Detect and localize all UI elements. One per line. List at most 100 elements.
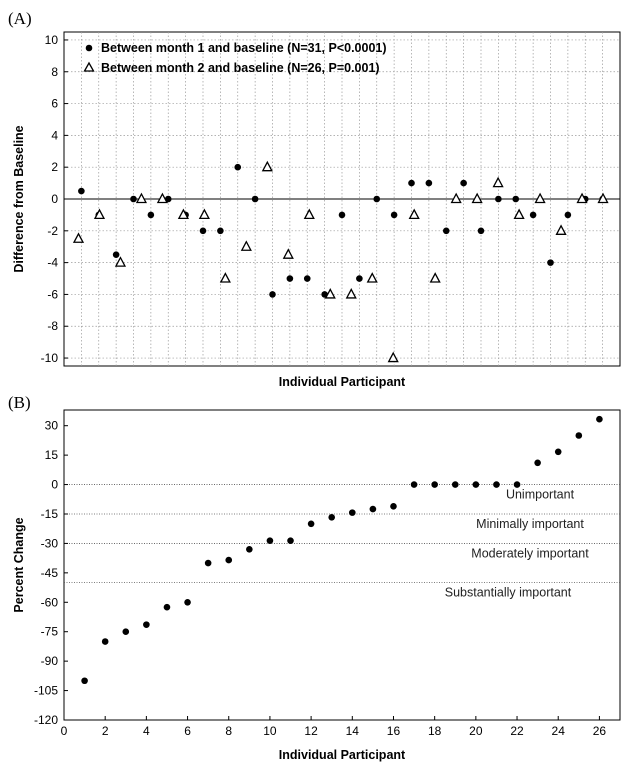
legend-label-month2: Between month 2 and baseline (N=26, P=0.…: [101, 61, 380, 75]
panel-a-y-tick-label: 2: [51, 160, 58, 174]
month2-data-point: [387, 351, 399, 363]
panel-a-gridlines: [64, 32, 620, 366]
panel-b-chart: Unimportant Minimally important Moderately…: [12, 409, 621, 762]
month1-data-point: [217, 227, 224, 235]
month2-data-point: [408, 208, 420, 220]
panel-b-y-tick-label: 0: [51, 478, 58, 492]
panel-a-y-tick-label: 10: [45, 33, 59, 47]
panel-b-y-tick-label: 30: [45, 419, 59, 433]
percent-change-data-point: [513, 481, 521, 488]
panel-a-y-axis-title: Difference from Baseline: [12, 125, 26, 272]
month1-data-point: [338, 211, 346, 219]
legend-label-month1: Between month 1 and baseline (N=31, P<0.…: [101, 41, 387, 55]
panel-b-plot-frame: [63, 409, 621, 721]
percent-change-data-point: [328, 514, 336, 521]
legend-marker-month1: [85, 44, 93, 52]
panel-b-y-tick-label: -105: [34, 684, 58, 698]
month2-data-point: [114, 256, 127, 267]
month1-data-point: [564, 211, 572, 219]
month2-data-point: [597, 192, 609, 204]
panel-a-y-tick-label: -4: [47, 256, 58, 270]
month2-data-point: [93, 208, 106, 220]
panel-b-x-tick-label: 26: [593, 724, 607, 738]
panel-a-data-marks: [72, 160, 609, 363]
month2-data-point: [282, 248, 294, 259]
panel-b-x-tick-label: 6: [184, 724, 191, 738]
panel-a-y-tick-label: 6: [51, 97, 58, 111]
panel-b-y-tick-label: -60: [41, 595, 59, 609]
month1-data-point: [130, 195, 137, 203]
panel-b-x-tick-label: 12: [304, 724, 318, 738]
month2-data-point: [513, 208, 525, 220]
panel-b-y-tick-label: -75: [41, 625, 59, 639]
month1-data-point: [495, 195, 502, 203]
month2-data-point: [156, 192, 168, 204]
panel-b-x-axis-title: Individual Participant: [279, 748, 406, 762]
panel-a-x-axis-title: Individual Participant: [279, 375, 406, 389]
threshold-label: Moderately important: [471, 546, 589, 560]
panel-b-y-tick-label: -15: [41, 507, 59, 521]
percent-change-data-point: [143, 621, 150, 628]
panel-b-x-ticks: 0 2 4 6 8 10 12 14 16 18 20 22 24 26: [61, 716, 607, 738]
panel-b-y-tick-label: -45: [41, 566, 59, 580]
percent-change-data-point: [534, 459, 541, 467]
percent-change-data-point: [410, 481, 418, 488]
month2-data-point: [534, 192, 546, 204]
month1-data-point: [269, 291, 276, 298]
month2-data-point: [366, 272, 378, 283]
month1-data-point: [477, 227, 485, 235]
panel-b-x-tick-label: 24: [552, 724, 566, 738]
month2-data-point: [471, 192, 483, 204]
month1-data-point: [78, 187, 85, 195]
percent-change-data-point: [204, 559, 212, 567]
month2-data-point: [240, 240, 252, 251]
percent-change-data-point: [369, 505, 377, 513]
threshold-label: Minimally important: [476, 517, 584, 531]
panel-b-y-tick-label: -30: [41, 536, 59, 550]
panel-b-x-tick-label: 18: [428, 724, 442, 738]
month1-data-point: [442, 227, 450, 235]
month1-data-point: [147, 211, 155, 219]
legend-marker-month2: [83, 61, 95, 72]
panel-a-chart: 10 8 6 4 2 0 -2 -4 -6 -8 -10 Between month 1 and b…: [12, 31, 621, 389]
percent-change-data-point: [101, 638, 109, 645]
month1-data-point: [408, 179, 415, 187]
percent-change-data-point: [122, 628, 130, 636]
percent-change-data-point: [307, 520, 315, 528]
panel-b-y-tick-label: 15: [45, 448, 59, 462]
month2-data-point: [135, 192, 148, 204]
panel-b-x-tick-label: 20: [469, 724, 483, 738]
threshold-label: Unimportant: [506, 488, 575, 502]
percent-change-data-point: [596, 415, 603, 423]
percent-change-data-point: [472, 481, 480, 488]
month1-data-point: [373, 195, 381, 203]
percent-change-data-point: [184, 598, 191, 606]
month2-data-point: [261, 160, 273, 172]
percent-change-data-point: [390, 503, 397, 510]
month1-data-point: [356, 275, 363, 282]
percent-change-data-point: [493, 481, 500, 488]
month2-data-point: [450, 192, 462, 204]
panel-b-y-axis-title: Percent Change: [12, 517, 26, 612]
panel-b-x-tick-label: 4: [143, 724, 150, 738]
month2-data-point: [576, 192, 588, 204]
month1-data-point: [425, 179, 433, 187]
month2-data-point: [72, 232, 85, 243]
panel-b-x-tick-label: 22: [510, 724, 524, 738]
percent-change-data-point: [246, 546, 253, 553]
percent-change-data-point: [554, 448, 562, 456]
panel-b-x-tick-label: 2: [102, 724, 109, 738]
percent-change-data-point: [225, 556, 233, 564]
month1-data-point: [251, 195, 259, 203]
month1-data-point: [234, 163, 242, 171]
percent-change-data-point: [81, 677, 88, 685]
panel-a-legend: Between month 1 and baseline (N=31, P<0.…: [83, 41, 387, 75]
panel-a-y-ticks: 10 8 6 4 2 0 -2 -4 -6 -8 -10: [41, 33, 68, 365]
panel-b-x-tick-label: 16: [387, 724, 401, 738]
percent-change-data-point: [287, 537, 294, 544]
threshold-label: Substantially important: [445, 586, 572, 600]
panel-a-y-tick-label: -6: [47, 287, 58, 301]
month2-data-point: [198, 208, 210, 220]
month1-data-point: [512, 195, 520, 203]
